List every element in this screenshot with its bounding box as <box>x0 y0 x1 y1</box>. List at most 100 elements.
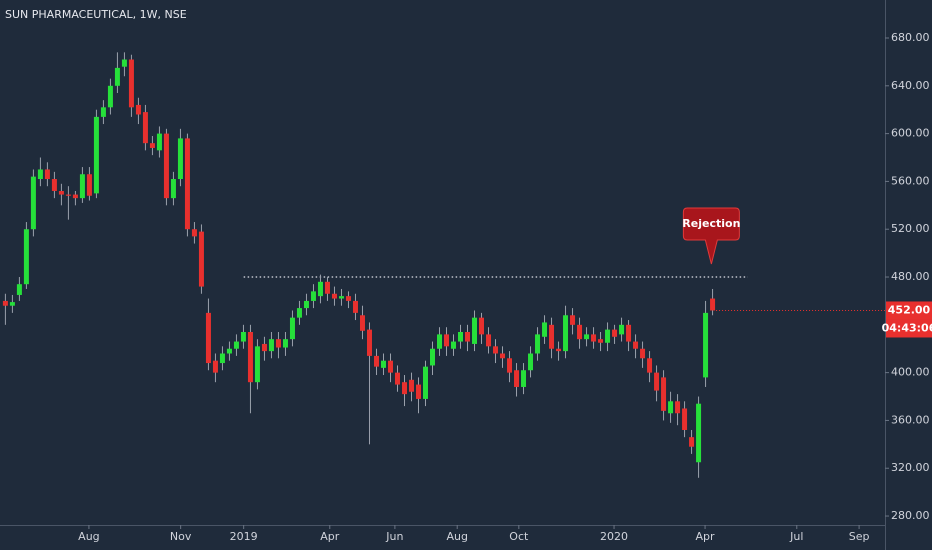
candle-body <box>380 360 386 368</box>
candle-body <box>500 353 506 359</box>
candle-body <box>626 324 632 342</box>
candle-body <box>331 293 337 299</box>
y-tick-label: 640.00 <box>891 79 930 92</box>
candle-body <box>107 85 113 108</box>
x-tick-label: Nov <box>170 530 192 543</box>
x-tick-label: 2019 <box>230 530 258 543</box>
candle-body <box>429 348 435 366</box>
candle-body <box>633 341 639 349</box>
candle-body <box>212 360 218 373</box>
candle-body <box>640 348 646 359</box>
candle-body <box>198 231 204 287</box>
y-tick-label: 520.00 <box>891 222 930 235</box>
candle-body <box>296 308 302 318</box>
candle-body <box>408 379 414 392</box>
candle-body <box>682 408 688 430</box>
x-tick-label: Sep <box>849 530 870 543</box>
candle-body <box>191 229 197 237</box>
y-tick-label: 480.00 <box>891 270 930 283</box>
candle-body <box>387 360 393 373</box>
candle-body <box>240 331 246 342</box>
candle-body <box>79 174 85 199</box>
annotation-callout <box>682 207 740 265</box>
x-tick-label: 2020 <box>600 530 628 543</box>
candle-body <box>86 174 92 196</box>
candle-body <box>275 339 281 348</box>
candle-body <box>415 384 421 399</box>
candle-body <box>591 334 597 342</box>
candle-body <box>436 334 442 349</box>
candle-body <box>598 339 604 343</box>
x-tick-label: Aug <box>446 530 467 543</box>
annotation-text: Rejection <box>682 217 740 230</box>
candle-body <box>317 281 323 297</box>
candle-body <box>44 169 50 180</box>
candle-body <box>661 377 667 411</box>
candle-body <box>233 341 239 349</box>
candle-body <box>465 331 471 342</box>
candle-body <box>458 331 464 342</box>
candle-body <box>184 138 190 230</box>
candle-body <box>226 348 232 354</box>
candle-body <box>261 343 267 352</box>
candle-body <box>486 334 492 347</box>
candle-body <box>149 143 155 148</box>
candle-body <box>100 107 106 117</box>
candle-body <box>345 296 351 301</box>
candle-body <box>563 315 569 352</box>
candle-body <box>58 190 64 195</box>
candle-body <box>359 315 365 331</box>
y-tick-label: 320.00 <box>891 461 930 474</box>
candle-body <box>72 194 78 199</box>
candle-body <box>163 133 169 199</box>
candle-body <box>142 112 148 144</box>
candle-body <box>16 284 22 295</box>
candle-body <box>324 281 330 294</box>
candle-body <box>612 329 618 337</box>
candle-body <box>647 358 653 373</box>
candle-body <box>156 133 162 151</box>
candle-body <box>128 59 134 108</box>
candle-body <box>268 339 274 352</box>
candle-body <box>710 298 716 311</box>
candle-body <box>401 382 407 395</box>
candle-body <box>352 300 358 313</box>
y-tick-label: 600.00 <box>891 127 930 140</box>
candle-body <box>37 169 43 180</box>
candle-body <box>577 324 583 340</box>
candle-body <box>303 300 309 309</box>
x-tick-label: Jun <box>385 530 403 543</box>
x-tick-label: Apr <box>320 530 340 543</box>
candle-body <box>696 403 702 463</box>
candle-body <box>542 322 548 337</box>
y-tick-label: 360.00 <box>891 413 930 426</box>
candle-body <box>703 312 709 378</box>
y-tick-label: 680.00 <box>891 31 930 44</box>
candle-body <box>619 324 625 335</box>
candle-body <box>535 334 541 354</box>
candle-body <box>93 116 99 194</box>
candle-body <box>51 179 57 191</box>
candle-body <box>479 317 485 335</box>
x-tick-label: Jul <box>789 530 803 543</box>
candle-body <box>422 366 428 399</box>
y-tick-label: 560.00 <box>891 174 930 187</box>
candle-body <box>654 372 660 391</box>
candle-body <box>23 229 29 285</box>
candle-body <box>282 339 288 348</box>
candle-body <box>338 296 344 299</box>
candle-body <box>247 331 253 383</box>
x-tick-label: Aug <box>78 530 99 543</box>
x-tick-label: Oct <box>509 530 529 543</box>
candle-body <box>366 329 372 356</box>
candle-body <box>549 324 555 349</box>
candle-body <box>556 348 562 352</box>
candle-body <box>65 194 71 196</box>
candle-body <box>177 138 183 180</box>
candle-body <box>675 401 681 414</box>
x-tick-label: Apr <box>696 530 716 543</box>
last-price-tag <box>886 301 932 320</box>
